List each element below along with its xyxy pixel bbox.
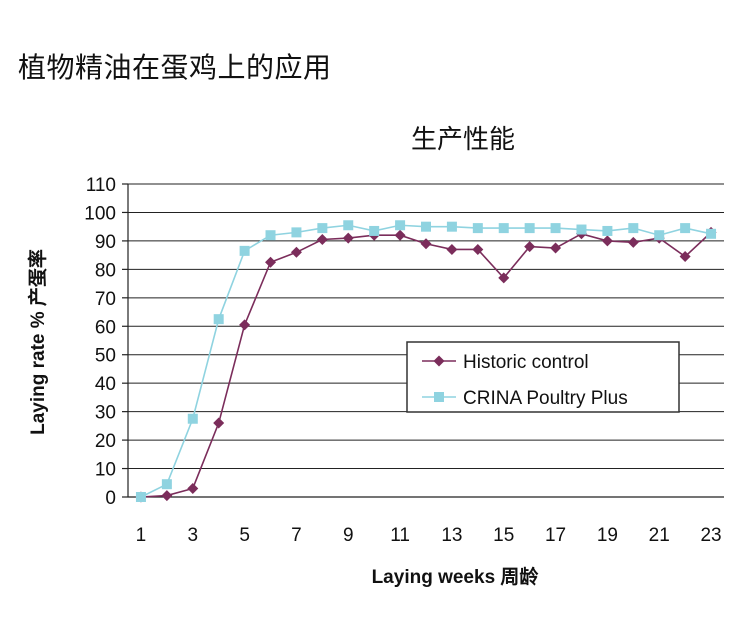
x-tick-label: 3 <box>187 525 198 546</box>
y-tick-label: 100 <box>84 203 116 224</box>
x-tick-label: 7 <box>291 525 302 546</box>
data-point <box>524 223 535 234</box>
y-tick-label: 10 <box>95 460 116 481</box>
series-crina-poultry-plus <box>135 220 717 502</box>
data-point <box>420 238 432 250</box>
data-point <box>654 230 665 241</box>
legend-label: Historic control <box>463 352 589 373</box>
x-tick-labels: 1 3 5 7 9 11 13 15 17 19 21 23 <box>136 525 722 546</box>
data-point <box>627 236 639 248</box>
y-tick-label: 40 <box>95 374 116 395</box>
data-point <box>369 225 380 236</box>
data-point <box>421 221 431 232</box>
data-point <box>601 235 613 247</box>
page-title: 植物精油在蛋鸡上的应用 <box>18 51 332 84</box>
y-tick-label: 80 <box>95 260 116 281</box>
y-tick-labels: 0 10 20 30 40 50 60 70 80 90 100 110 <box>84 175 116 509</box>
y-tick-label: 70 <box>95 289 116 310</box>
x-tick-label: 17 <box>545 525 566 546</box>
y-tick-label: 20 <box>95 431 116 452</box>
data-point <box>395 220 406 231</box>
data-point <box>343 220 354 231</box>
data-point <box>239 245 250 256</box>
y-tick-label: 50 <box>95 346 116 367</box>
series-group <box>135 220 717 503</box>
data-point <box>265 256 277 268</box>
series-historic-control <box>135 226 717 503</box>
legend-marker <box>433 355 445 367</box>
x-axis-label: Laying weeks 周龄 <box>372 565 540 588</box>
x-tick-label: 11 <box>390 525 410 546</box>
x-tick-label: 13 <box>441 525 462 546</box>
legend-marker <box>434 392 444 402</box>
data-point <box>135 492 146 502</box>
data-point <box>446 221 457 232</box>
data-point <box>239 319 251 331</box>
x-tick-label: 23 <box>700 525 721 546</box>
axes <box>122 183 724 498</box>
x-tick-label: 15 <box>493 525 514 546</box>
data-point <box>265 230 276 241</box>
data-point <box>317 223 328 234</box>
y-axis-label: Laying rate % 产蛋率 <box>26 249 49 435</box>
data-point <box>498 223 509 234</box>
data-point <box>498 272 510 284</box>
data-point <box>550 242 562 254</box>
data-point <box>316 233 328 245</box>
data-point <box>550 223 561 234</box>
x-tick-label: 21 <box>649 525 670 546</box>
legend-label: CRINA Poultry Plus <box>463 388 628 409</box>
data-point <box>706 228 717 239</box>
data-point <box>628 223 639 234</box>
y-tick-label: 110 <box>86 175 116 196</box>
data-point <box>446 243 458 255</box>
data-point <box>161 479 172 490</box>
y-tick-label: 0 <box>105 488 116 509</box>
data-point <box>394 229 406 241</box>
x-tick-label: 19 <box>597 525 618 546</box>
x-tick-label: 9 <box>343 525 354 546</box>
legend: Historic control CRINA Poultry Plus <box>406 341 680 413</box>
data-point <box>472 243 484 255</box>
y-tick-label: 60 <box>95 317 116 338</box>
data-point <box>680 223 691 234</box>
y-tick-label: 90 <box>95 232 116 253</box>
x-tick-label: 5 <box>239 525 250 546</box>
legend-box <box>406 341 680 413</box>
data-point <box>213 314 224 325</box>
data-point <box>290 246 302 258</box>
data-point <box>342 232 354 244</box>
data-point <box>602 225 613 236</box>
y-tick-label: 30 <box>95 403 116 424</box>
data-point <box>576 224 587 235</box>
data-point <box>161 490 173 502</box>
data-point <box>524 241 536 253</box>
chart-title: 生产性能 <box>411 125 515 155</box>
data-point <box>187 482 199 494</box>
data-point <box>472 223 483 234</box>
data-point <box>679 251 691 263</box>
data-point <box>213 417 225 429</box>
data-point <box>187 413 198 424</box>
x-tick-label: 1 <box>136 525 147 546</box>
data-point <box>291 227 302 238</box>
